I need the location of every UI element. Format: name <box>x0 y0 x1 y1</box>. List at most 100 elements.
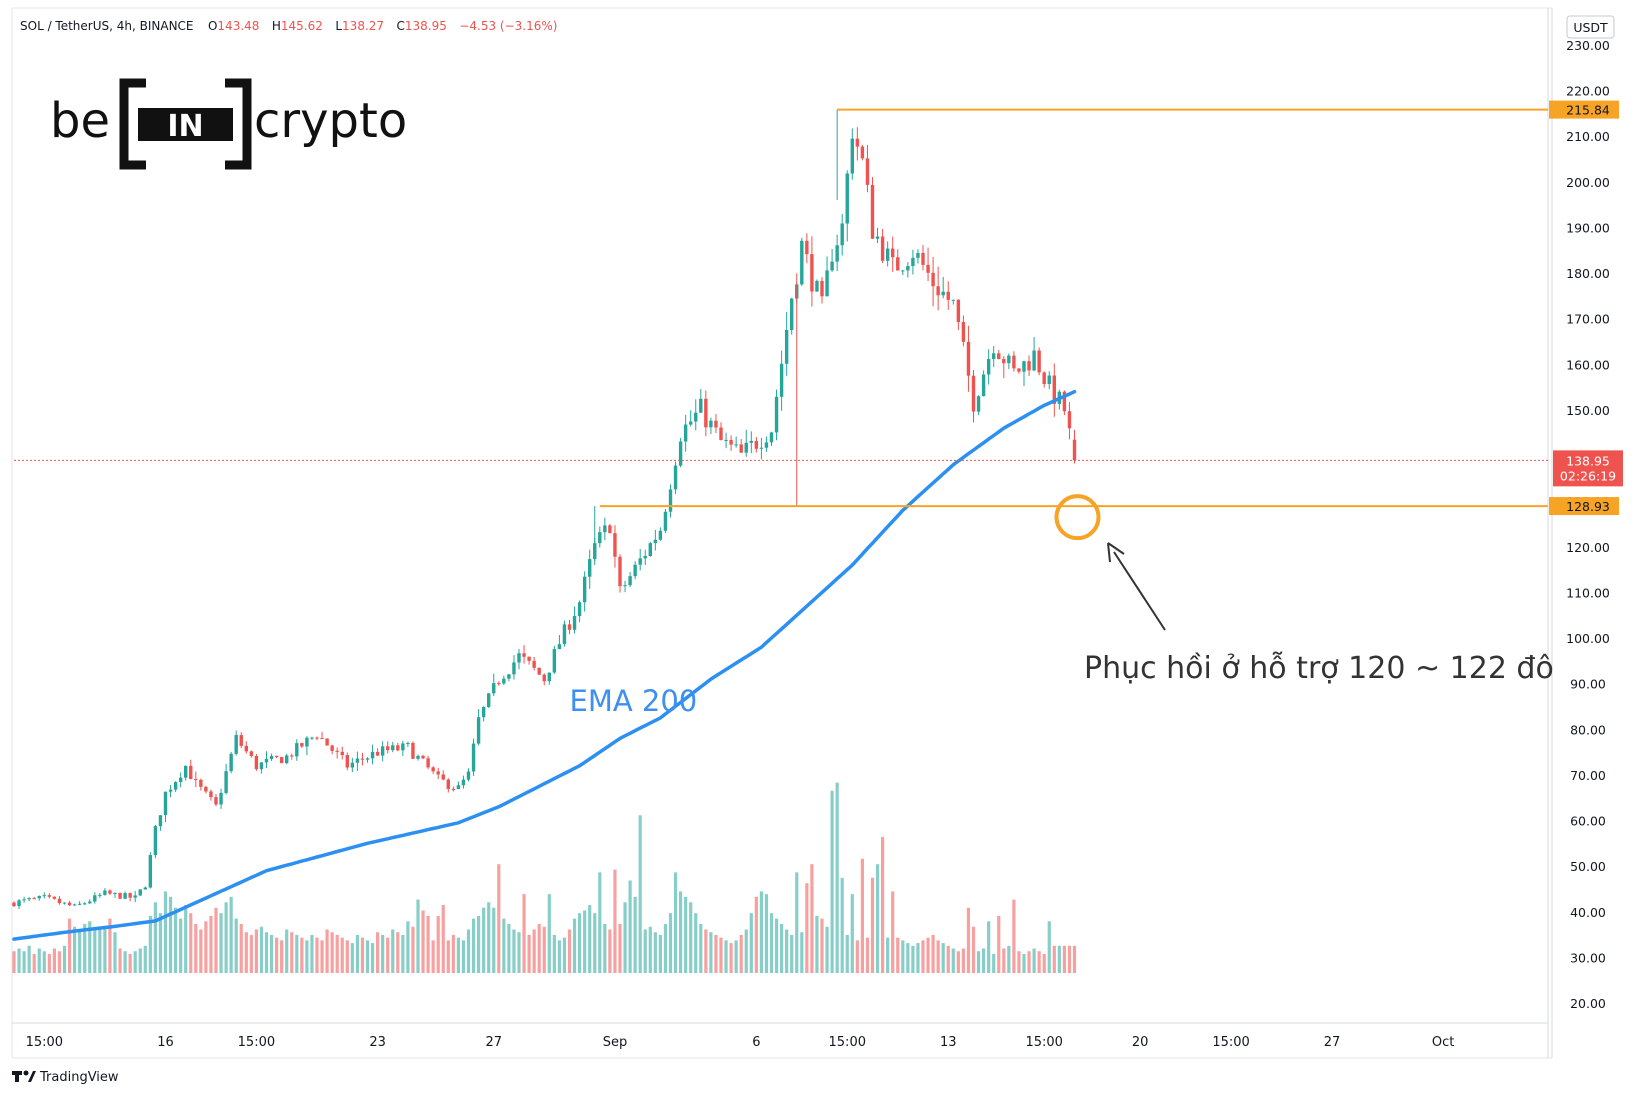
volume-bar <box>355 934 359 973</box>
candle-body <box>941 291 945 296</box>
candle-body <box>1052 375 1056 404</box>
currency-selector[interactable]: USDT <box>1566 15 1615 39</box>
volume-bar <box>679 891 683 973</box>
volume-bar <box>325 929 329 973</box>
volume-bar <box>724 940 728 973</box>
candle-body <box>784 329 789 364</box>
volume-bar <box>305 940 309 973</box>
volume-bar <box>118 948 122 973</box>
volume-bar <box>416 899 420 973</box>
volume-bar <box>441 905 445 973</box>
candle-body <box>431 767 435 772</box>
candle-body <box>961 322 966 342</box>
candle-body <box>264 758 269 763</box>
candle-body <box>810 254 814 292</box>
volume-bar <box>603 924 607 973</box>
volume-bar <box>330 932 334 973</box>
candle-body <box>572 616 577 630</box>
volume-bar <box>906 943 910 973</box>
volume-bar <box>199 929 203 973</box>
volume-bar <box>1022 953 1026 973</box>
volume-bar <box>234 918 238 973</box>
candle-body <box>1037 350 1041 373</box>
time-tick-label: 27 <box>1324 1035 1341 1050</box>
tradingview-label: TradingView <box>39 1070 119 1085</box>
candle-body <box>401 743 405 751</box>
volume-bar <box>618 924 622 973</box>
candle-body <box>623 585 627 587</box>
candle-body <box>244 745 248 752</box>
candle-body <box>305 737 309 747</box>
candle-body <box>638 558 642 565</box>
volume-bar <box>729 943 733 973</box>
price-tick-label: 110.00 <box>1566 585 1610 600</box>
candle-body <box>618 556 622 587</box>
candle-body <box>93 895 97 902</box>
volume-bar <box>552 934 556 973</box>
volume-bar <box>436 915 440 973</box>
volume-bar <box>1037 951 1041 973</box>
volume-bar <box>658 934 662 973</box>
candle-body <box>921 252 925 265</box>
candle-body <box>946 291 950 300</box>
time-tick-label: 16 <box>157 1035 174 1050</box>
time-tick-label: 23 <box>369 1035 386 1050</box>
candle-body <box>497 683 501 685</box>
candle-body <box>956 299 961 323</box>
candle-body <box>178 777 183 783</box>
volume-bar <box>406 921 410 973</box>
level-price-tags: 215.84 128.93 <box>1549 100 1619 516</box>
volume-bar <box>184 905 188 973</box>
candle-body <box>113 892 117 894</box>
volume-bar <box>810 864 814 973</box>
candle-body <box>456 785 461 789</box>
candle-body <box>12 902 16 907</box>
candle-body <box>77 903 82 905</box>
candle-body <box>774 396 779 433</box>
candle-body <box>724 439 728 441</box>
volume-bar <box>1067 945 1072 973</box>
volume-bar <box>699 924 703 973</box>
candle-body <box>896 257 900 271</box>
candle-body <box>168 789 173 792</box>
volume-bar <box>956 951 960 973</box>
tradingview-branding[interactable]: TradingView <box>12 1070 119 1085</box>
price-tick-label: 100.00 <box>1566 631 1610 646</box>
candle-body <box>673 465 678 490</box>
volume-bar <box>684 896 688 973</box>
volume-bar <box>285 929 289 973</box>
candle-body <box>709 420 713 428</box>
volume-bar <box>345 940 349 973</box>
volume-bar <box>865 937 870 973</box>
volume-bar <box>386 937 390 973</box>
volume-bar <box>1002 948 1006 973</box>
volume-bar <box>426 915 430 973</box>
time-axis[interactable]: 15:00 16 15:00 23 27 Sep 6 15:00 13 15:00 20 15:00 2… <box>26 1035 1455 1050</box>
close-label: C <box>397 19 405 33</box>
volume-bar <box>547 894 551 973</box>
price-tick-label: 200.00 <box>1566 175 1610 190</box>
candle-body <box>426 758 430 768</box>
volume-bar <box>572 918 577 973</box>
candle-body <box>542 674 546 682</box>
volume-bar <box>1017 951 1021 973</box>
candle-body <box>72 904 77 906</box>
volume-bar <box>785 929 789 973</box>
volume-bar <box>456 937 460 973</box>
volume-bar <box>719 937 723 973</box>
candle-body <box>764 442 769 448</box>
candle-body <box>209 791 213 798</box>
logo-text-left: be <box>50 93 110 149</box>
candle-body <box>396 745 400 751</box>
candle-body <box>37 895 41 899</box>
volume-bar <box>825 926 829 973</box>
candle-body <box>502 678 506 684</box>
candle-body <box>790 298 794 330</box>
volume-bar <box>158 913 163 973</box>
candle-body <box>370 751 375 759</box>
volume-bar <box>840 877 844 973</box>
candle-body <box>52 896 57 899</box>
volume-bar <box>502 918 506 973</box>
candle-body <box>269 755 274 759</box>
